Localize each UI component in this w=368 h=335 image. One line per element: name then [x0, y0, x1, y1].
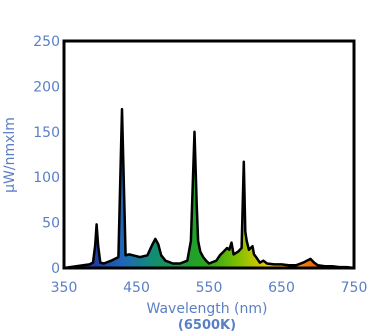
y-axis-label: µW/nmxlm [2, 117, 18, 193]
y-axis-ticks: 0 50 100 150 200 250 [33, 34, 60, 277]
plot-frame [62, 39, 356, 270]
x-tick-label: 350 [51, 280, 78, 296]
x-tick-label: 550 [196, 280, 223, 296]
x-axis-sublabel: (6500K) [178, 318, 236, 333]
spectral-area [62, 107, 356, 270]
y-tick-label: 250 [33, 34, 60, 50]
y-tick-label: 100 [33, 170, 60, 186]
x-tick-label: 450 [123, 280, 150, 296]
y-tick-label: 50 [42, 216, 60, 232]
x-tick-label: 750 [341, 280, 368, 296]
y-tick-label: 0 [51, 261, 60, 277]
y-tick-label: 150 [33, 125, 60, 141]
x-axis-ticks: 350 450 550 650 750 [51, 280, 368, 296]
y-tick-label: 200 [33, 79, 60, 95]
x-axis-label: Wavelength (nm) [147, 301, 268, 317]
x-tick-label: 650 [268, 280, 295, 296]
